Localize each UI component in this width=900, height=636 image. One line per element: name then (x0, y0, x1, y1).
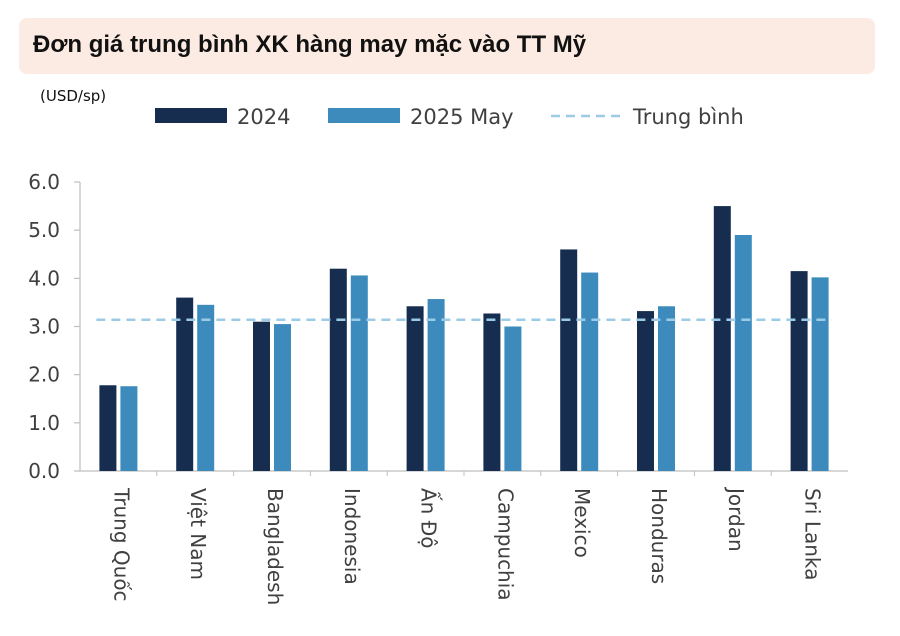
legend-label-average: Trung bình (632, 105, 744, 129)
bar-2025-may (120, 386, 138, 471)
legend-swatch-2024 (155, 108, 227, 123)
legend-swatch-2025-may (328, 108, 400, 123)
y-tick-label: 0.0 (28, 459, 60, 483)
category-label: Indonesia (340, 488, 364, 585)
bar-2025-may (504, 326, 522, 471)
bar-2025-may (197, 304, 215, 471)
category-label: Ấn Độ (417, 488, 442, 548)
bar-2025-may (811, 277, 829, 471)
bar-2024 (406, 306, 424, 471)
category-label: Việt Nam (186, 488, 210, 580)
bar-2024 (99, 385, 117, 471)
bar-2024 (329, 268, 347, 471)
category-label: Bangladesh (263, 488, 287, 605)
bar-2025-may (734, 234, 752, 471)
category-label: Sri Lanka (801, 488, 825, 580)
y-tick-label: 1.0 (28, 411, 60, 435)
y-tick-label: 2.0 (28, 363, 60, 387)
category-label: Jordan (724, 486, 748, 552)
bar-2024 (790, 271, 808, 471)
category-label: Trung Quốc (109, 487, 133, 602)
bar-2024 (637, 311, 654, 471)
bar-2025-may (350, 275, 368, 471)
bar-2025-may (427, 299, 445, 471)
chart-title: Đơn giá trung bình XK hàng may mặc vào T… (33, 31, 587, 58)
bar-2024 (713, 206, 731, 472)
category-label: Campuchia (493, 488, 517, 601)
bar-2024 (560, 249, 578, 471)
bar-2024 (483, 313, 501, 471)
category-label: Honduras (647, 488, 671, 584)
legend-label-2025-may: 2025 May (410, 105, 514, 129)
unit-label: (USD/sp) (40, 87, 107, 105)
bar-2025-may (658, 306, 675, 471)
bar-2025-may (274, 324, 291, 471)
bar-2025-may (581, 272, 599, 471)
bar-2024 (176, 297, 194, 471)
y-tick-label: 5.0 (28, 218, 60, 242)
y-tick-label: 4.0 (28, 266, 60, 290)
title-banner: Đơn giá trung bình XK hàng may mặc vào T… (19, 18, 875, 74)
legend-label-2024: 2024 (237, 105, 290, 129)
bar-2024 (253, 321, 270, 471)
category-label: Mexico (570, 488, 594, 558)
y-tick-label: 6.0 (28, 170, 60, 194)
y-tick-label: 3.0 (28, 315, 60, 339)
